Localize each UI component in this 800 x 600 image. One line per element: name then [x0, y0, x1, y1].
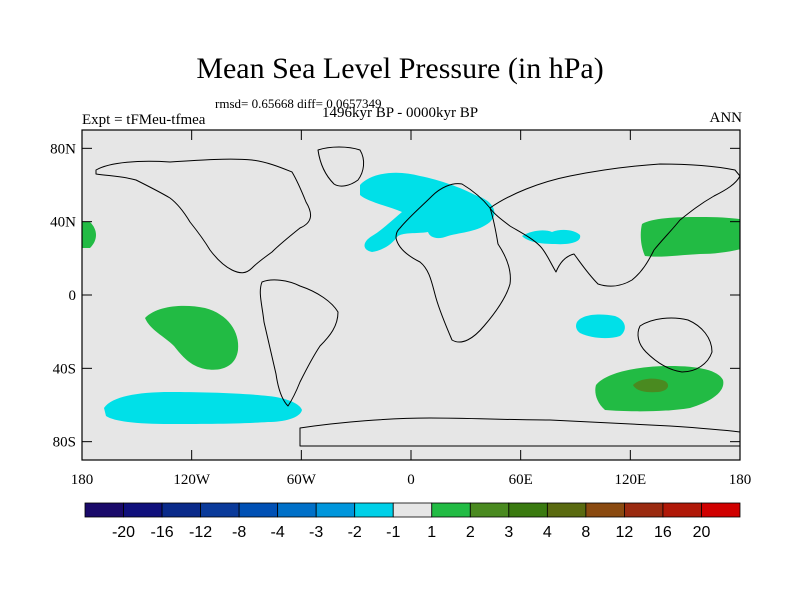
north-atlantic-europe-negative	[360, 172, 495, 252]
coastlines	[95, 146, 740, 447]
colorbar-box	[238, 502, 279, 518]
colorbar-box	[662, 502, 702, 518]
colorbar: -20 -16 -12 -8 -4 -3 -2 -1 1 2 3 4 8 12 16 20	[84, 502, 741, 541]
colorbar-label: -3	[309, 524, 323, 541]
antarctica-coast	[299, 417, 740, 447]
lon-label: 120E	[614, 472, 646, 488]
europe-africa-coast	[395, 183, 511, 343]
lon-label: 60W	[287, 472, 317, 488]
lat-label: 40S	[53, 361, 76, 377]
experiment-label: Expt = tFMeu-tfmea	[82, 112, 206, 128]
lon-label: 180	[729, 472, 752, 488]
colorbar-label: 16	[654, 524, 672, 541]
west-pacific-edge-positive	[82, 222, 96, 248]
colorbar-box	[431, 502, 471, 518]
colorbar-box	[392, 502, 433, 518]
colorbar-box	[161, 502, 201, 518]
lon-label: 180	[71, 472, 94, 488]
colorbar-box	[469, 502, 510, 518]
north-pacific-positive	[640, 217, 740, 257]
colorbar-box	[546, 502, 587, 518]
colorbar-label: -16	[150, 524, 173, 541]
colorbar-label: 1	[427, 524, 436, 541]
colorbar-label: 12	[616, 524, 634, 541]
colorbar-box	[200, 502, 240, 518]
colorbar-box	[123, 502, 163, 518]
south-pacific-positive	[145, 305, 239, 370]
asia-coast	[489, 163, 740, 287]
colorbar-box	[508, 502, 548, 518]
colorbar-label: -20	[112, 524, 135, 541]
colorbar-box	[84, 502, 124, 518]
colorbar-box	[315, 502, 356, 518]
colorbar-label: -1	[386, 524, 400, 541]
colorbar-label: -4	[271, 524, 285, 541]
colorbar-label: 20	[693, 524, 711, 541]
lon-label: 0	[407, 472, 415, 488]
colorbar-label: -8	[232, 524, 246, 541]
southern-indian-ocean-core	[633, 378, 669, 393]
colorbar-box	[277, 502, 317, 518]
lat-ticks: 80N 40N 0 40S 80S	[50, 141, 740, 451]
indian-ocean-negative	[576, 314, 625, 339]
colorbar-label: -2	[348, 524, 362, 541]
south-america-coast	[259, 279, 339, 407]
arabian-sea-negative	[522, 229, 581, 245]
lat-label: 80N	[50, 141, 76, 157]
period-label: 1496kyr BP - 0000kyr BP	[322, 105, 479, 121]
south-pacific-negative	[104, 392, 302, 424]
colorbar-label: -12	[189, 524, 212, 541]
colorbar-box	[585, 502, 625, 518]
lon-label: 120W	[173, 472, 211, 488]
colorbar-box	[701, 502, 741, 518]
lat-label: 40N	[50, 215, 76, 231]
anomaly-layer	[82, 172, 740, 424]
lon-label: 60E	[509, 472, 533, 488]
greenland-coast	[317, 146, 365, 187]
north-america-coast	[95, 158, 311, 274]
colorbar-box	[354, 502, 394, 518]
australia-coast	[637, 317, 713, 373]
lat-label: 80S	[53, 435, 76, 451]
colorbar-label: 8	[581, 524, 590, 541]
colorbar-box	[624, 502, 664, 518]
map-title: Mean Sea Level Pressure (in hPa)	[196, 52, 604, 85]
lon-ticks: 180 120W 60W 0 60E 120E 180	[71, 130, 752, 488]
season-label: ANN	[709, 110, 743, 126]
colorbar-label: 2	[466, 524, 475, 541]
colorbar-label: 3	[504, 524, 513, 541]
lat-label: 0	[69, 288, 77, 304]
stats-line: rmsd= 0.65668 diff= 0.0657349	[215, 96, 382, 111]
colorbar-label: 4	[543, 524, 552, 541]
